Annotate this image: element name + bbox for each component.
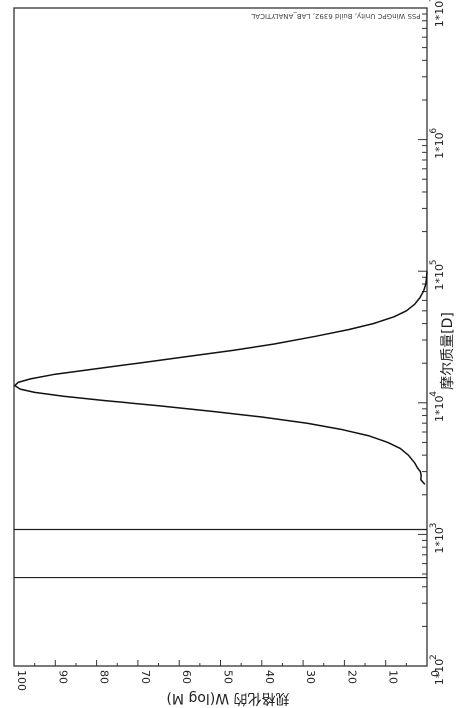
y-tick-label: 30 (304, 670, 317, 684)
x-tick-exponent: 6 (429, 128, 439, 134)
x-tick-base: 1*10 (433, 396, 446, 423)
chart-note: PSS WinGPC Unity, Build 6392, LAB_ANALYT… (251, 12, 420, 20)
plot-frame (13, 7, 428, 667)
y-tick-label: 80 (98, 670, 111, 684)
x-tick-base: 1*10 (433, 1, 446, 28)
y-tick-label: 90 (56, 670, 69, 684)
series-layer (14, 271, 428, 485)
y-tick-label: 10 (387, 670, 400, 684)
x-tick-exponent: 4 (429, 391, 439, 397)
tick-marks (13, 7, 428, 667)
series-line (14, 271, 428, 485)
x-tick-label: 1*105 (429, 259, 446, 290)
y-tick-label: 60 (180, 670, 193, 684)
x-tick-base: 1*10 (433, 132, 446, 159)
x-axis-label: 摩尔质量[D] (439, 312, 456, 390)
y-tick-label: 20 (345, 670, 358, 684)
x-tick-base: 1*10 (433, 659, 446, 686)
y-tick-labels: 0 10 20 30 40 50 60 70 80 90 100 (15, 670, 441, 691)
x-tick-exponent: 2 (429, 654, 439, 660)
x-tick-exponent: 7 (429, 0, 439, 2)
x-tick-base: 1*10 (433, 527, 446, 554)
x-tick-exponent: 5 (429, 259, 439, 265)
x-tick-label: 1*106 (429, 128, 446, 159)
x-tick-label: 1*107 (429, 0, 446, 27)
y-tick-label: 50 (222, 670, 235, 684)
x-tick-exponent: 3 (429, 523, 439, 529)
y-tick-label: 100 (15, 670, 28, 691)
y-tick-label: 0 (428, 670, 441, 677)
x-tick-label: 1*102 (429, 654, 446, 685)
vertical-markers (14, 528, 427, 579)
x-tick-label: 1*104 (429, 391, 446, 422)
y-tick-label: 70 (139, 670, 152, 684)
x-tick-base: 1*10 (433, 264, 446, 291)
y-tick-label: 40 (263, 670, 276, 684)
x-tick-label: 1*103 (429, 523, 446, 554)
y-axis-label: 规格化的 W(log M) (166, 690, 289, 706)
